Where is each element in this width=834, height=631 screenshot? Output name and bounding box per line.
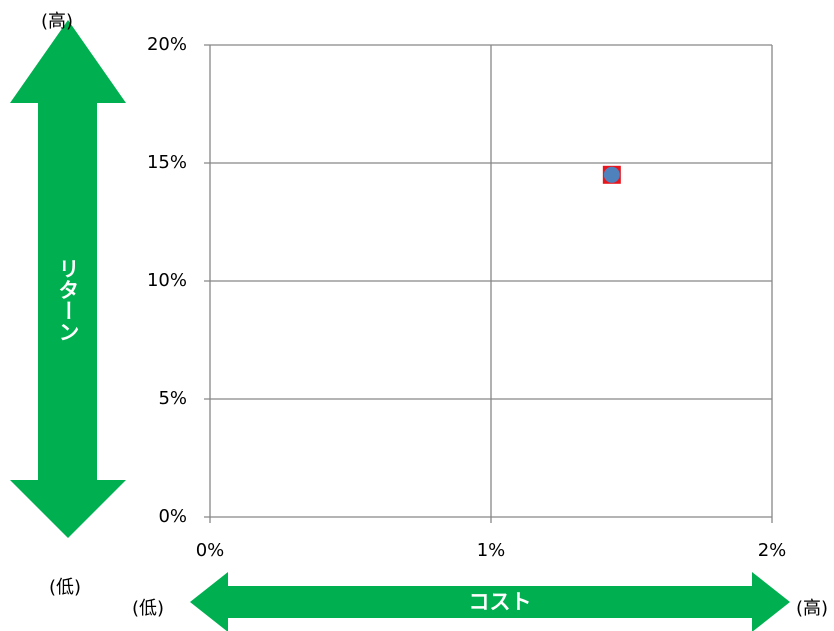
y-axis-high: (高) — [41, 11, 73, 32]
x-tick-label: 0% — [196, 540, 225, 561]
y-axis-label: リターン — [56, 258, 80, 342]
y-tick-label: 5% — [158, 388, 187, 409]
x-axis-low: (低) — [132, 598, 164, 619]
y-tick-label: 0% — [158, 506, 187, 527]
x-axis-label: コスト — [469, 590, 532, 614]
x-tick-label: 2% — [758, 540, 787, 561]
y-axis-arrow — [10, 20, 126, 538]
y-tick-label: 20% — [147, 34, 187, 55]
x-axis-high: (高) — [796, 598, 828, 619]
x-axis-arrow — [190, 572, 790, 631]
y-tick-label: 15% — [147, 152, 187, 173]
point — [603, 166, 620, 183]
y-tick-label: 10% — [147, 270, 187, 291]
y-axis-low: (低) — [49, 577, 81, 598]
x-tick-label: 1% — [477, 540, 506, 561]
